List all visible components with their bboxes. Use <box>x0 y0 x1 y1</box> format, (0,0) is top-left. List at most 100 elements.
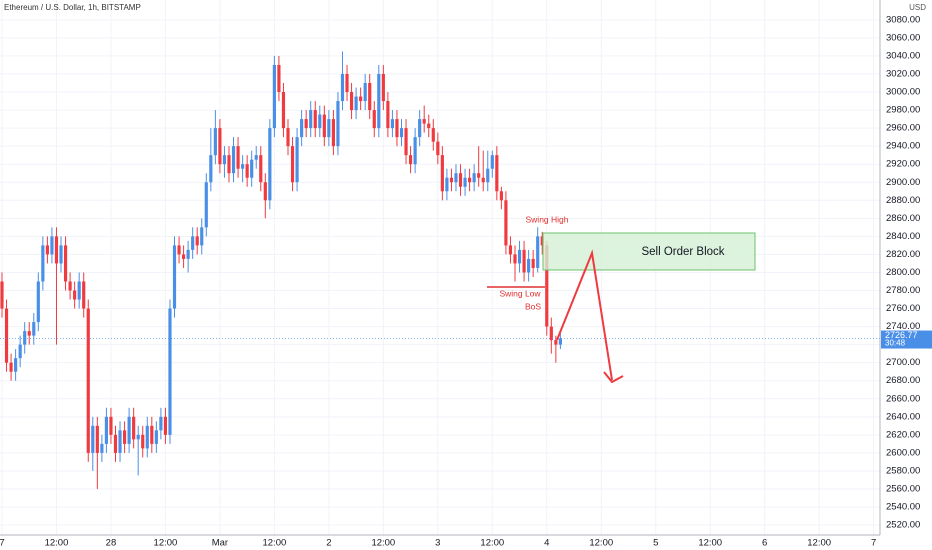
candle-body <box>14 358 18 372</box>
candle-body <box>241 164 245 169</box>
candle-body <box>322 114 326 138</box>
candle-body <box>549 326 553 341</box>
y-tick-label: 3060.00 <box>886 32 920 43</box>
order-block-label: Sell Order Block <box>641 246 724 258</box>
candle-body <box>440 155 444 192</box>
candle-body <box>545 245 549 327</box>
candle-body <box>82 281 86 309</box>
candle-body <box>86 308 90 453</box>
y-tick-label: 2680.00 <box>886 375 920 386</box>
unit-label: USD <box>909 3 926 12</box>
candle-body <box>422 119 426 124</box>
x-tick-label: 12:00 <box>45 538 69 549</box>
candle-body <box>23 331 27 345</box>
candle-body <box>231 146 236 174</box>
projection-arrow <box>556 249 613 381</box>
candle-body <box>236 146 240 169</box>
y-tick-label: 2920.00 <box>886 159 920 170</box>
candle-body <box>454 173 458 183</box>
candle-body <box>413 137 417 165</box>
y-tick-label: 2620.00 <box>886 429 920 440</box>
candle-body <box>540 236 544 246</box>
candle-body <box>118 430 122 453</box>
candle-body <box>290 146 295 183</box>
candle-body <box>68 281 72 291</box>
x-tick-label: 3 <box>435 538 440 549</box>
y-tick-label: 2740.00 <box>886 321 920 332</box>
candle-body <box>45 245 49 255</box>
y-tick-label: 2900.00 <box>886 177 920 188</box>
candle-body <box>390 119 395 129</box>
candle-body <box>431 128 435 142</box>
candle-body <box>50 236 54 255</box>
swing-high-label: Swing High <box>526 214 569 224</box>
candle-body <box>182 254 186 259</box>
candle-body <box>458 173 463 187</box>
candle-body <box>295 137 299 183</box>
y-tick-label: 2780.00 <box>886 285 920 296</box>
candle-body <box>18 344 22 359</box>
candle-body <box>449 177 454 183</box>
candle-body <box>145 425 149 449</box>
x-tick-label: 12:00 <box>262 538 286 549</box>
candle-body <box>463 177 467 187</box>
y-tick-label: 2880.00 <box>886 195 920 206</box>
candle-body <box>477 173 481 178</box>
candle-body <box>27 331 31 336</box>
y-tick-label: 3040.00 <box>886 50 920 61</box>
candle-body <box>168 308 172 435</box>
y-tick-label: 2660.00 <box>886 393 920 404</box>
last-price-label: 2726.77 <box>885 330 918 340</box>
bos-label: BoS <box>525 301 541 311</box>
candle-body <box>172 245 177 309</box>
candle-body <box>250 159 254 178</box>
y-tick-label: 2860.00 <box>886 213 920 224</box>
candle-body <box>286 128 290 147</box>
y-tick-label: 2580.00 <box>886 465 920 476</box>
x-tick-label: 12:00 <box>154 538 178 549</box>
candle-body <box>154 430 158 444</box>
last-price-tag <box>881 330 932 349</box>
y-tick-label: 3000.00 <box>886 87 920 98</box>
candle-body <box>377 73 381 129</box>
candle-body <box>331 119 335 147</box>
x-tick-label: 7 <box>0 538 5 549</box>
x-tick-label: 12:00 <box>589 538 613 549</box>
y-tick-label: 2540.00 <box>886 502 920 513</box>
candle-body <box>209 155 213 183</box>
candle-body <box>399 128 404 138</box>
candle-body <box>91 425 95 453</box>
candle-body <box>404 128 408 156</box>
candle-body <box>191 236 195 250</box>
y-tick-label: 2560.00 <box>886 484 920 495</box>
candle-body <box>418 119 422 138</box>
candle-body <box>200 227 204 246</box>
candle-body <box>204 182 208 228</box>
candle-body <box>104 416 109 444</box>
candle-body <box>163 416 168 435</box>
candle-body <box>141 434 145 449</box>
candle-body <box>386 101 390 129</box>
candle-body <box>359 96 363 102</box>
candle-body <box>159 416 163 431</box>
candle-body <box>222 155 227 165</box>
candle-body <box>345 73 349 93</box>
candle-body <box>300 119 304 138</box>
y-tick-label: 2960.00 <box>886 123 920 134</box>
candle-body <box>186 249 190 259</box>
candle-body <box>268 128 272 201</box>
candle-body <box>513 254 517 264</box>
candle-body <box>527 258 531 273</box>
candle-body <box>245 164 249 178</box>
order-block-box <box>542 232 756 271</box>
y-tick-label: 2840.00 <box>886 231 920 242</box>
x-tick-label: 12:00 <box>807 538 831 549</box>
swing-low-label: Swing Low <box>499 288 541 298</box>
candle-body <box>132 416 136 440</box>
candle-body <box>522 249 526 273</box>
candle-body <box>504 200 508 246</box>
candle-body <box>263 182 267 201</box>
candle-body <box>272 64 276 129</box>
candle-body <box>259 155 263 183</box>
countdown-label: 30:48 <box>885 339 906 348</box>
